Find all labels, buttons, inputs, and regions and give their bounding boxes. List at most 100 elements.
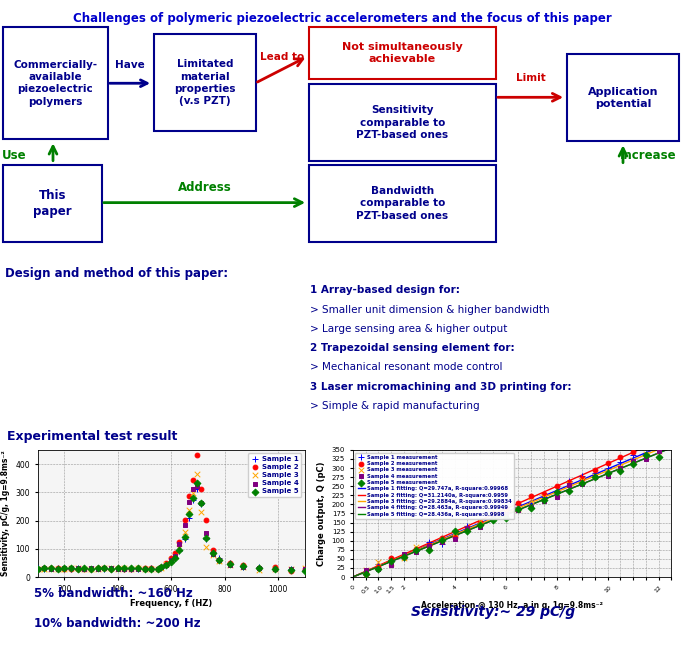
Sample 4 measurement: [449, 533, 460, 544]
Sample 5 measurement: [602, 468, 613, 479]
Sample 5: [191, 478, 202, 488]
Sample 5: [146, 563, 157, 574]
Sample 5: [174, 544, 185, 555]
Sample 4 measurement: [640, 454, 651, 464]
Sample 2 fitting: Q=31.2140a, R-square:0.9959: (0.754, 23.5): Q=31.2140a, R-square:0.9959: (0.754, 23.…: [368, 565, 376, 572]
Sample 1 measurement: [640, 449, 651, 460]
Sample 4: [72, 563, 83, 574]
Sample 5 measurement: [488, 514, 499, 525]
Sample 1: [225, 558, 236, 569]
Sample 3 fitting: Q=29.2884a, R-square:0.99834: (0, 0): Q=29.2884a, R-square:0.99834: (0, 0): [349, 573, 357, 581]
Sample 4 measurement: [653, 446, 664, 456]
Sample 2 fitting: Q=31.2140a, R-square:0.9959: (3.33, 104): Q=31.2140a, R-square:0.9959: (3.33, 104): [434, 535, 442, 543]
Sample 3 measurement: [525, 496, 536, 507]
Sample 3: [139, 563, 150, 574]
Sample 2: [52, 563, 63, 574]
Text: Address: Address: [178, 181, 232, 194]
Sample 4: [179, 520, 190, 530]
Sample 3 measurement: [475, 516, 486, 526]
Sample 4 measurement: [398, 549, 409, 559]
Text: Bandwidth
comparable to
PZT-based ones: Bandwidth comparable to PZT-based ones: [356, 186, 449, 220]
Sample 2: [238, 559, 249, 570]
Sample 1: [146, 563, 157, 574]
Sample 1 measurement: [627, 451, 638, 461]
Sample 2: [155, 562, 166, 572]
Sample 2: [254, 563, 265, 573]
Sample 4: [299, 564, 310, 574]
Sample 1: [214, 553, 225, 563]
Sample 1 fitting: Q=29.747a, R-square:0.99968: (0.754, 22.4): Q=29.747a, R-square:0.99968: (0.754, 22.…: [368, 565, 376, 573]
Sample 2: [79, 563, 90, 574]
Sample 2: [59, 563, 70, 574]
Text: Use: Use: [2, 149, 27, 162]
Sample 4 measurement: [436, 537, 447, 548]
Sample 4: [225, 559, 236, 570]
Sample 1: [201, 534, 212, 544]
Sample 3: [270, 564, 281, 574]
Sample 2: [286, 566, 297, 576]
Sample 1: [191, 484, 202, 494]
Sample 2 fitting: Q=31.2140a, R-square:0.9959: (0.503, 15.7): Q=31.2140a, R-square:0.9959: (0.503, 15.…: [362, 567, 370, 575]
Sample 3: [174, 542, 185, 553]
Sample 2 measurement: [449, 531, 460, 542]
Sample 2: [191, 449, 202, 460]
Sample 5: [86, 564, 97, 574]
Sample 5: [299, 566, 310, 576]
Y-axis label: Sensitivity, pC/g, 1g=9.8ms⁻²: Sensitivity, pC/g, 1g=9.8ms⁻²: [1, 451, 10, 576]
Sample 5 fitting: Q=28.436a, R-square:0.9998: (11.4, 325): Q=28.436a, R-square:0.9998: (11.4, 325): [640, 455, 648, 463]
Y-axis label: Charge output, Q (pC): Charge output, Q (pC): [317, 461, 326, 566]
Sample 5: [139, 563, 150, 574]
Sample 2 fitting: Q=31.2140a, R-square:0.9959: (2.32, 72.5): Q=31.2140a, R-square:0.9959: (2.32, 72.5…: [408, 547, 416, 555]
Sample 3 measurement: [513, 504, 524, 514]
Sample 5: [270, 564, 281, 574]
Text: > Large sensing area & higher output: > Large sensing area & higher output: [310, 324, 508, 334]
Sample 3: [79, 563, 90, 574]
Sample 4: [66, 563, 77, 574]
Sample 1 fitting: Q=29.747a, R-square:0.99968: (3.33, 99): Q=29.747a, R-square:0.99968: (3.33, 99): [434, 537, 442, 545]
Sample 1 fitting: Q=29.747a, R-square:0.99968: (2.32, 69.1): Q=29.747a, R-square:0.99968: (2.32, 69.1…: [408, 548, 416, 556]
Sample 3: [166, 556, 177, 566]
Sample 5 measurement: [615, 466, 626, 476]
Sample 2: [299, 563, 310, 574]
Sample 2 measurement: [488, 508, 499, 518]
Sample 2: [170, 548, 181, 559]
Sample 4: [238, 562, 249, 572]
Sample 5: [119, 563, 130, 574]
Sample 3: [183, 504, 194, 514]
Sample 3 measurement: [640, 449, 651, 459]
Sample 1 measurement: [615, 457, 626, 467]
Sample 2 measurement: [564, 477, 575, 487]
Sample 5 measurement: [462, 526, 473, 536]
Sample 3: [45, 563, 56, 574]
Sample 1: [126, 564, 137, 574]
Sample 4 measurement: [538, 496, 549, 506]
Sample 4: [195, 498, 206, 509]
Sample 2: [225, 557, 236, 568]
Sample 2: [132, 563, 143, 574]
Sample 4 measurement: [411, 546, 422, 557]
Sample 3: [299, 563, 310, 573]
Sample 1 measurement: [564, 476, 575, 486]
Text: > Mechanical resonant mode control: > Mechanical resonant mode control: [310, 363, 503, 372]
Text: Sensitivity
comparable to
PZT-based ones: Sensitivity comparable to PZT-based ones: [356, 106, 449, 140]
Sample 1: [39, 563, 50, 574]
Sample 1: [99, 563, 110, 574]
Sample 4: [155, 561, 166, 572]
Text: 2 Trapezoidal sensing element for:: 2 Trapezoidal sensing element for:: [310, 343, 514, 353]
Sample 2 fitting: Q=31.2140a, R-square:0.9959: (12.5, 390): Q=31.2140a, R-square:0.9959: (12.5, 390): [667, 432, 675, 439]
Sample 3 fitting: Q=29.2884a, R-square:0.99834: (0.754, 22.1): Q=29.2884a, R-square:0.99834: (0.754, 22…: [368, 565, 376, 573]
Sample 2: [214, 555, 225, 565]
Sample 3: [126, 563, 137, 574]
Sample 5 fitting: Q=28.436a, R-square:0.9998: (11.9, 338): Q=28.436a, R-square:0.9998: (11.9, 338): [651, 451, 660, 458]
Sample 2: [105, 564, 116, 574]
Sample 1: [52, 563, 63, 573]
Text: Increase: Increase: [620, 149, 676, 162]
Sample 1 measurement: [525, 497, 536, 508]
Sample 4 fitting: Q=28.463a, R-square:0.99949: (0.503, 14.3): Q=28.463a, R-square:0.99949: (0.503, 14.…: [362, 568, 370, 576]
Sample 5: [132, 563, 143, 573]
Sample 1: [166, 557, 177, 568]
Sample 1: [160, 559, 171, 569]
Sample 5 measurement: [513, 504, 524, 514]
Sample 3: [207, 550, 218, 561]
Sample 4 measurement: [551, 492, 562, 502]
